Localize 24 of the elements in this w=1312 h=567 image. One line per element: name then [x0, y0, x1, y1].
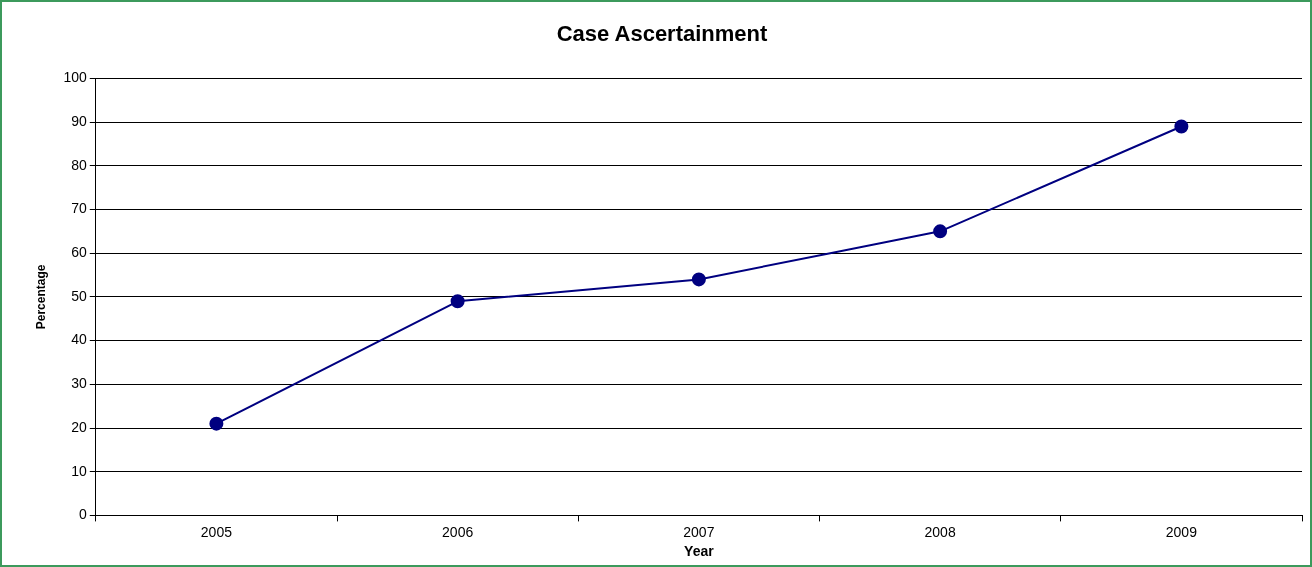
y-tick-label: 30 — [71, 375, 87, 392]
point — [209, 416, 224, 431]
y-tick-label: 80 — [71, 156, 87, 173]
y-tick-label: 0 — [78, 506, 87, 523]
y-tick-label: 70 — [71, 200, 87, 217]
x-tick-label: 2008 — [924, 523, 956, 540]
y-tick-label: 60 — [71, 244, 87, 261]
y-tick-label: 50 — [71, 287, 87, 304]
chart-title: Case Ascertainment — [556, 21, 769, 47]
point — [691, 272, 706, 287]
x-tick-label: 2007 — [683, 523, 715, 540]
y-tick-label: 90 — [71, 112, 87, 129]
point — [1174, 119, 1189, 134]
y-tick-label: 10 — [71, 462, 87, 479]
x-tick-label: 2006 — [442, 523, 474, 540]
x-tick-label: 2009 — [1165, 523, 1198, 540]
x-axis-title: Year — [684, 543, 715, 560]
y-tick-label: 20 — [71, 418, 87, 435]
point — [450, 294, 465, 309]
x-tick-label: 2005 — [200, 523, 233, 540]
y-tick-label: 100 — [63, 69, 87, 86]
y-tick-label: 40 — [71, 331, 87, 348]
point — [933, 224, 948, 239]
y-axis-title: Percentage — [33, 264, 48, 330]
